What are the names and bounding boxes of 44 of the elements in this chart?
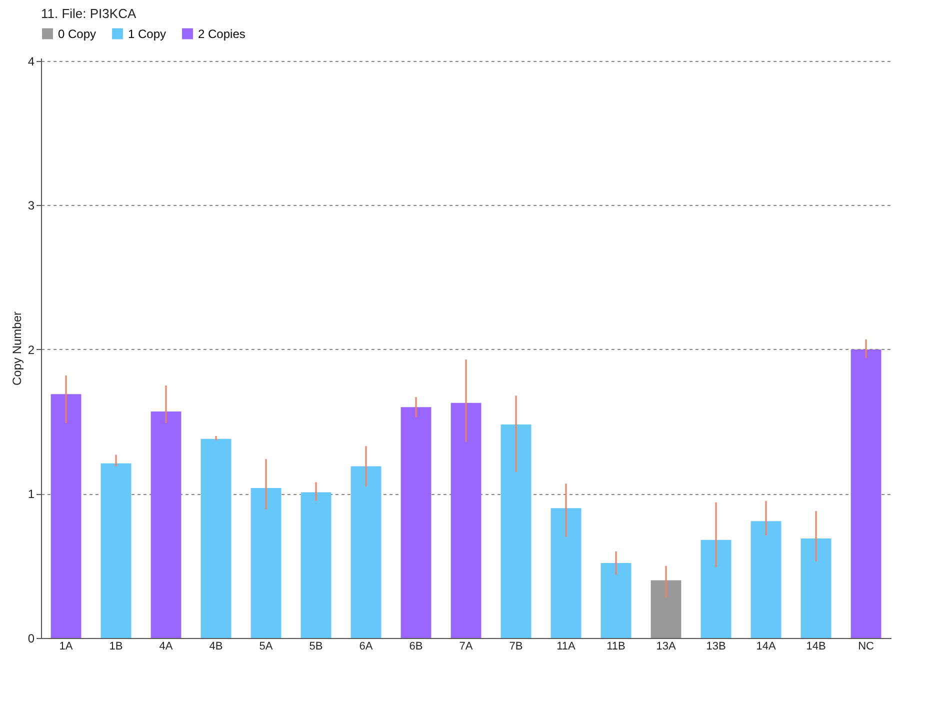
bar — [500, 424, 532, 638]
x-tick-label: 13B — [706, 640, 726, 652]
x-tick-label: 6A — [359, 640, 374, 652]
x-tick-label: 11A — [556, 640, 576, 652]
x-tick-label: 13A — [656, 640, 676, 652]
bar — [300, 492, 332, 638]
x-tick-label: NC — [858, 640, 874, 652]
x-tick-label: 11B — [606, 640, 626, 652]
bar — [600, 562, 632, 638]
x-tick-label: 6B — [409, 640, 423, 652]
y-tick-label: 4 — [28, 54, 35, 68]
x-tick-label: 7B — [509, 640, 523, 652]
bar — [850, 349, 882, 638]
x-tick-label: 4B — [209, 640, 223, 652]
y-tick-label: 0 — [28, 632, 35, 646]
bar — [250, 488, 282, 638]
y-tick-label: 2 — [28, 342, 35, 357]
legend-label: 2 Copies — [198, 26, 246, 41]
legend-label: 0 Copy — [58, 26, 96, 41]
bar — [750, 521, 782, 638]
bar — [350, 466, 382, 638]
x-tick-label: 1A — [59, 640, 74, 652]
bar — [100, 463, 132, 638]
x-tick-label: 7A — [459, 640, 474, 652]
bar — [150, 411, 182, 638]
x-tick-label: 5B — [309, 640, 323, 652]
x-tick-label: 14A — [756, 640, 776, 652]
bar — [200, 438, 232, 638]
bar — [550, 508, 582, 638]
x-tick-label: 5A — [259, 640, 274, 652]
chart-title: 11. File: PI3KCA — [41, 6, 136, 21]
bar — [800, 538, 832, 638]
bar — [700, 540, 732, 638]
legend-label: 1 Copy — [128, 26, 166, 41]
bar — [450, 402, 482, 638]
bar — [650, 580, 682, 638]
x-tick-label: 1B — [109, 640, 123, 652]
bar — [400, 407, 432, 638]
y-axis-title: Copy Number — [10, 311, 24, 386]
x-tick-label: 4A — [159, 640, 174, 652]
bar — [50, 394, 82, 638]
y-tick-label: 3 — [28, 198, 35, 213]
x-tick-label: 14B — [806, 640, 826, 652]
y-tick-label: 1 — [28, 487, 35, 502]
